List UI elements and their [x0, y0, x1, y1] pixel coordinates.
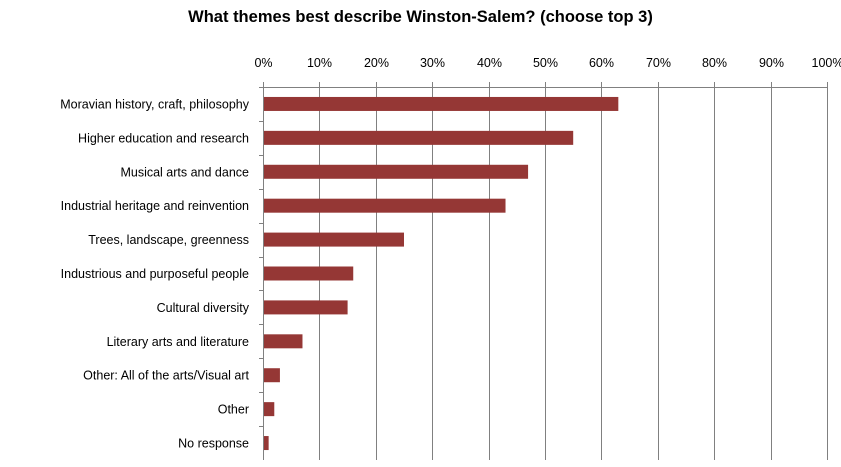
- x-tick-label: 70%: [646, 56, 671, 70]
- category-label: Higher education and research: [78, 131, 249, 145]
- bars: [264, 97, 618, 450]
- x-tick-label: 60%: [589, 56, 614, 70]
- bar: [264, 300, 348, 314]
- x-tick-label: 90%: [759, 56, 784, 70]
- bar: [264, 131, 573, 145]
- x-tick-label: 20%: [364, 56, 389, 70]
- category-label: No response: [178, 437, 249, 451]
- x-tick-label: 40%: [477, 56, 502, 70]
- x-axis-ticks: 0% 10% 20% 30% 40% 50% 60% 70% 80% 90% 100%: [254, 56, 841, 460]
- bar: [264, 334, 302, 348]
- bar: [264, 436, 269, 450]
- category-label: Other: [218, 403, 249, 417]
- x-tick-label: 80%: [702, 56, 727, 70]
- bar: [264, 267, 353, 281]
- x-tick-label: 30%: [420, 56, 445, 70]
- bar: [264, 97, 618, 111]
- bar: [264, 199, 506, 213]
- category-label: Trees, landscape, greenness: [88, 233, 249, 247]
- x-tick-label: 50%: [533, 56, 558, 70]
- x-tick-label: 100%: [812, 56, 841, 70]
- category-label: Literary arts and literature: [107, 335, 249, 349]
- bar: [264, 368, 280, 382]
- category-label: Other: All of the arts/Visual art: [83, 369, 249, 383]
- category-label: Industrious and purposeful people: [61, 267, 249, 281]
- category-label: Moravian history, craft, philosophy: [60, 97, 249, 111]
- x-tick-label: 0%: [254, 56, 272, 70]
- bar: [264, 233, 404, 247]
- x-tick-label: 10%: [307, 56, 332, 70]
- category-label: Industrial heritage and reinvention: [61, 199, 249, 213]
- category-labels: Moravian history, craft, philosophy Highe…: [60, 97, 249, 450]
- bar: [264, 402, 274, 416]
- bar: [264, 165, 528, 179]
- category-label: Cultural diversity: [157, 301, 250, 315]
- category-label: Musical arts and dance: [120, 165, 249, 179]
